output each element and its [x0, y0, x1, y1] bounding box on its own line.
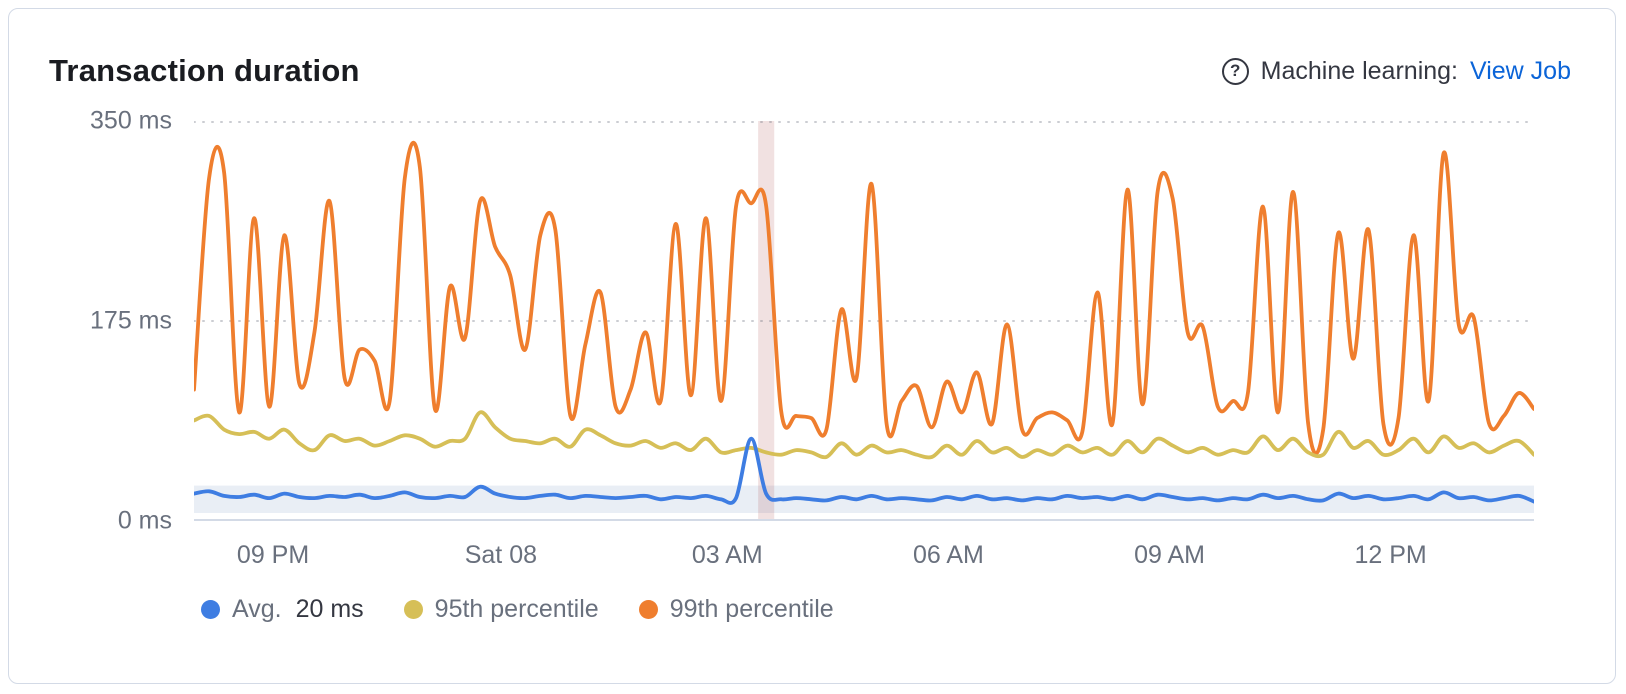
x-axis-label: 03 AM	[691, 541, 763, 569]
x-axis-label: 06 AM	[912, 541, 984, 569]
legend-item-99th-percentile[interactable]: 99th percentile	[638, 595, 834, 624]
ml-label: Machine learning:	[1260, 56, 1458, 85]
legend-item-95th-percentile[interactable]: 95th percentile	[403, 595, 599, 624]
series-line-avg-	[194, 436, 1534, 505]
legend-label: 99th percentile	[669, 595, 834, 623]
anomaly-band	[758, 121, 775, 521]
x-axis-label: 09 AM	[1134, 541, 1205, 569]
series-line-99th-percentile	[194, 140, 1534, 456]
panel-header: Transaction duration ? Machine learning:…	[49, 49, 1571, 93]
95th-series-dot-icon	[403, 600, 423, 619]
legend-item-avg[interactable]: Avg. 20 ms	[201, 595, 364, 624]
series-line-95th-percentile	[194, 410, 1534, 460]
legend-label: 95th percentile	[434, 595, 599, 623]
view-job-link[interactable]: View Job	[1470, 56, 1571, 85]
x-axis-label: Sat 08	[464, 541, 537, 569]
99th-series-dot-icon	[638, 600, 658, 619]
machine-learning-controls: ? Machine learning: View Job	[1221, 56, 1571, 86]
x-axis-label: 09 PM	[236, 541, 310, 569]
x-axis-label: 12 PM	[1354, 541, 1427, 569]
y-axis-label: 175 ms	[90, 306, 172, 335]
transaction-duration-panel: Transaction duration ? Machine learning:…	[8, 8, 1616, 684]
y-axis-label: 0 ms	[117, 506, 172, 535]
x-axis: 09 PM Sat 08 03 AM 06 AM 09 AM 12 PM	[194, 541, 1534, 575]
legend-label: Avg.	[232, 595, 282, 623]
avg-series-dot-icon	[201, 600, 220, 619]
plot-area[interactable]	[194, 121, 1534, 521]
y-axis-label: 350 ms	[90, 106, 172, 135]
transaction-duration-chart: 350 ms 175 ms 0 ms 09 PM Sat 08 03 AM 06 AM…	[9, 9, 1615, 683]
help-icon[interactable]: ?	[1221, 57, 1249, 85]
legend-value: 20 ms	[295, 595, 364, 623]
y-axis: 350 ms 175 ms 0 ms	[9, 9, 186, 683]
chart-legend: Avg. 20 ms 95th percentile 99th percenti…	[201, 595, 834, 624]
page-title: Transaction duration	[49, 53, 360, 88]
